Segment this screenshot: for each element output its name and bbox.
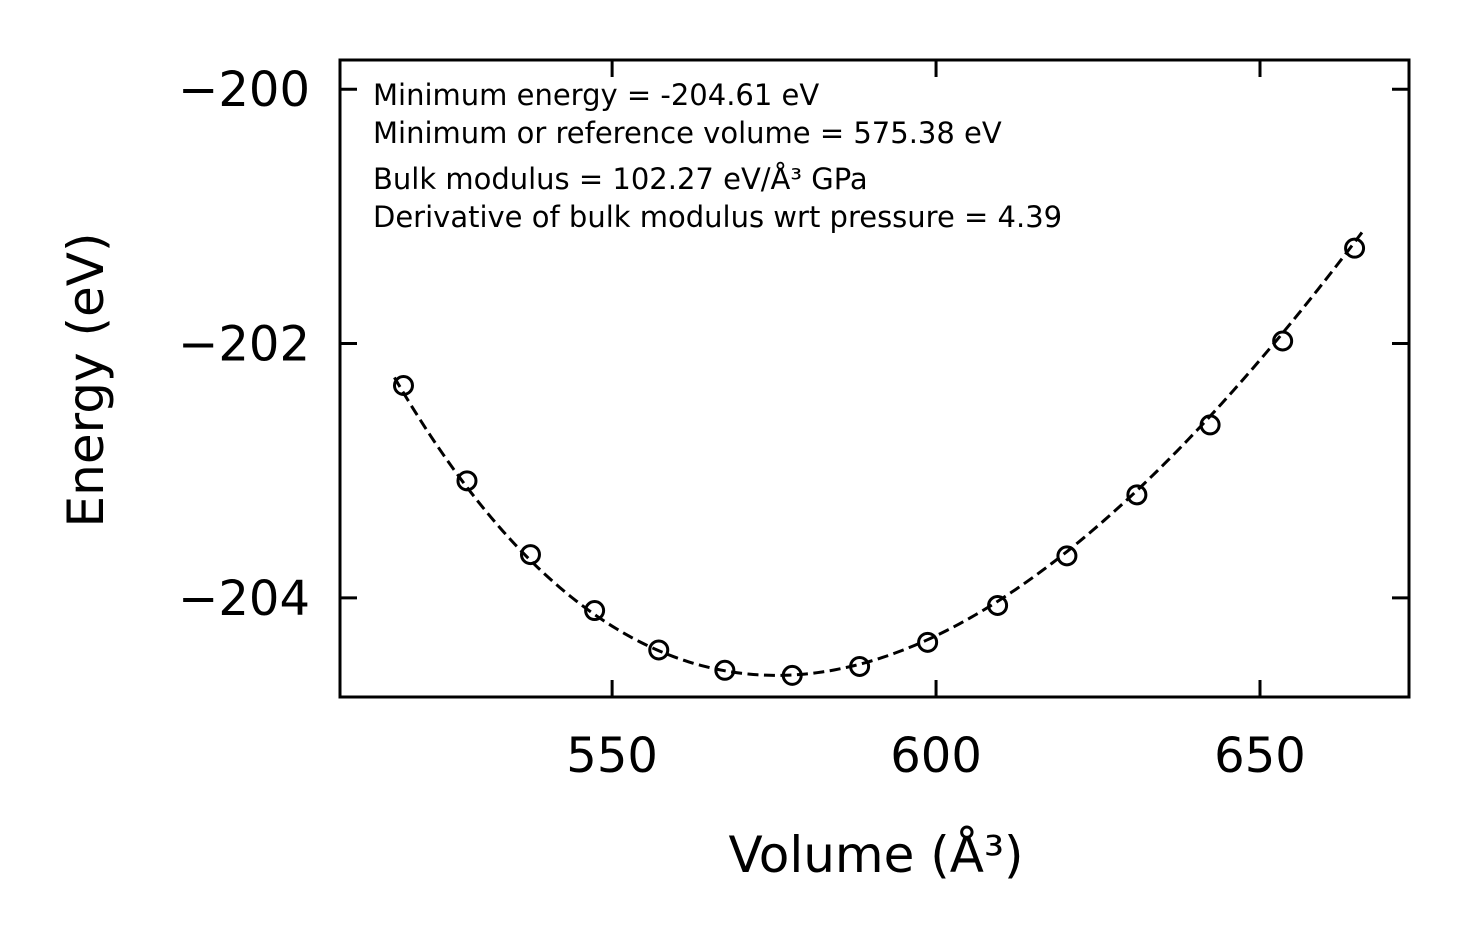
y-tick-label: −202 <box>178 317 310 373</box>
y-tick-label: −204 <box>178 571 310 627</box>
x-tick-label: 550 <box>566 728 658 784</box>
annotation-min-energy: Minimum energy = -204.61 eV <box>373 78 819 112</box>
annotation-block: Minimum energy = -204.61 eV Minimum or r… <box>373 78 1062 234</box>
x-tick-label: 600 <box>890 728 982 784</box>
data-point <box>987 594 1009 616</box>
plot-frame <box>338 58 1411 699</box>
data-point <box>392 374 414 396</box>
data-point <box>1344 237 1366 259</box>
data-point <box>1272 330 1294 352</box>
annotation-bulk-derivative: Derivative of bulk modulus wrt pressure … <box>373 200 1062 234</box>
data-point <box>781 664 803 686</box>
data-point <box>1056 545 1078 567</box>
data-points-layer <box>392 237 1366 686</box>
data-point <box>519 544 541 566</box>
y-axis-label: Energy (eV) <box>57 233 115 528</box>
data-point <box>917 631 939 653</box>
y-tick-label: −200 <box>178 62 310 118</box>
data-point <box>714 659 736 681</box>
ticks-layer: 550 600 650 −200 −202 −204 <box>178 60 1409 784</box>
data-point <box>1199 414 1221 436</box>
annotation-bulk-modulus: Bulk modulus = 102.27 eV/Å³ GPa <box>373 162 868 196</box>
data-point <box>456 470 478 492</box>
data-point <box>1126 484 1148 506</box>
x-tick-label: 650 <box>1214 728 1306 784</box>
data-point <box>584 600 606 622</box>
annotation-min-volume: Minimum or reference volume = 575.38 eV <box>373 116 1002 150</box>
x-axis-label: Volume (Å³) <box>728 826 1023 884</box>
data-point <box>849 655 871 677</box>
data-point <box>648 639 670 661</box>
